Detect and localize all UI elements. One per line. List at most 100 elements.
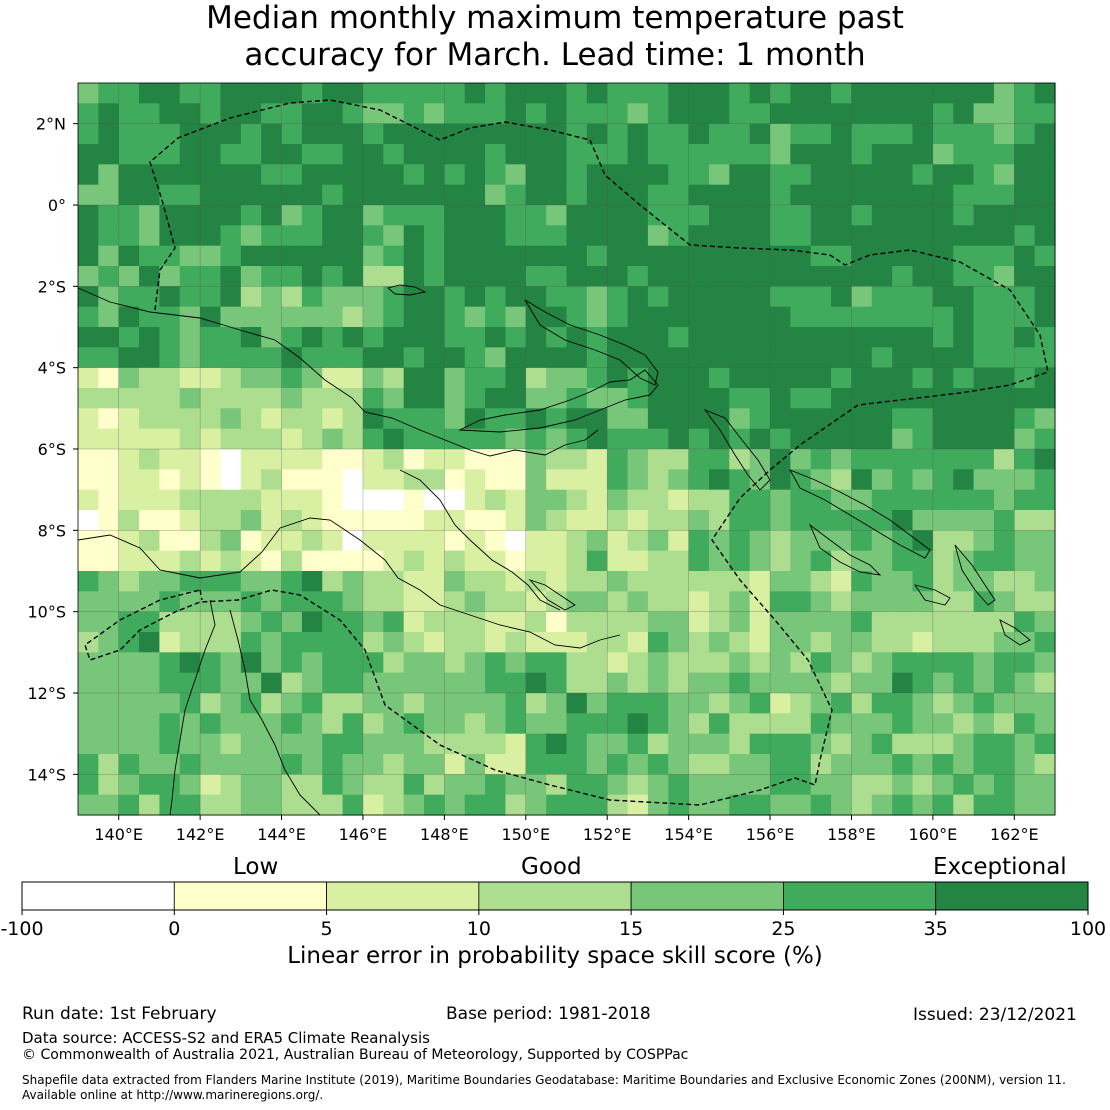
skill-cell — [851, 245, 873, 267]
skill-cell — [261, 266, 283, 287]
skill-cell — [322, 449, 344, 470]
skill-cell — [912, 733, 934, 755]
skill-cell — [586, 571, 608, 592]
skill-cell — [770, 347, 791, 369]
skill-cell — [301, 205, 323, 226]
skill-cell — [139, 693, 161, 714]
skill-cell — [770, 510, 791, 531]
skill-cell — [586, 611, 608, 633]
eez-boundaries — [84, 99, 1049, 806]
skill-cell — [953, 286, 975, 308]
skill-cell — [953, 103, 975, 125]
skill-cell — [566, 164, 588, 186]
skill-cell — [749, 184, 771, 206]
skill-cell — [464, 388, 486, 409]
skill-cell — [261, 184, 283, 206]
skill-cell — [444, 713, 466, 735]
skill-cell — [261, 754, 283, 775]
skill-cell — [240, 83, 262, 104]
skill-cell — [607, 774, 629, 796]
skill-cell — [607, 449, 629, 470]
skill-cell — [403, 652, 425, 674]
skill-cell — [98, 571, 120, 592]
skill-cell — [566, 489, 588, 511]
skill-cell — [444, 693, 466, 714]
skill-cell — [322, 510, 344, 531]
skill-cell — [200, 774, 222, 796]
skill-cell — [342, 794, 364, 816]
skill-cell — [973, 449, 995, 470]
skill-cell — [851, 388, 873, 409]
skill-cell — [932, 184, 954, 206]
skill-cell — [301, 510, 323, 531]
skill-cell — [424, 754, 445, 775]
skill-cell — [159, 367, 181, 389]
skill-cell — [342, 754, 364, 775]
skill-cell — [953, 510, 975, 531]
skill-cell — [281, 428, 303, 450]
skill-cell — [139, 469, 161, 491]
skill-cell — [566, 83, 588, 104]
skill-cell — [627, 591, 649, 613]
skill-cell — [851, 672, 873, 694]
skill-cell — [1014, 530, 1036, 552]
skill-cell — [220, 306, 242, 328]
skill-cell — [301, 408, 323, 430]
skill-cell — [98, 266, 120, 287]
skill-cell — [871, 489, 893, 511]
skill-cell — [281, 205, 303, 226]
skill-cell — [851, 266, 873, 287]
skill-cell — [871, 550, 893, 572]
skill-cell — [729, 530, 751, 552]
skill-cell — [627, 733, 649, 755]
skill-cell — [505, 469, 527, 491]
skill-cell — [953, 591, 975, 613]
skill-cell — [403, 367, 425, 389]
skill-cell — [790, 286, 812, 308]
skill-cell — [810, 286, 832, 308]
skill-cell — [892, 286, 914, 308]
skill-cell — [464, 184, 486, 206]
skill-cell — [424, 510, 445, 531]
colorbar-segment — [173, 881, 327, 911]
skill-cell — [749, 103, 771, 125]
skill-cell — [200, 164, 222, 186]
skill-cell — [505, 774, 527, 796]
skill-cell — [770, 754, 791, 775]
skill-cell — [546, 225, 568, 247]
skill-cell — [159, 489, 181, 511]
skill-cell — [281, 571, 303, 592]
colorbar-outline — [21, 881, 1089, 911]
skill-cell — [240, 672, 262, 694]
skill-cell — [668, 367, 690, 389]
skill-cell — [932, 103, 954, 125]
skill-cell — [383, 693, 405, 714]
skill-cell — [78, 184, 99, 206]
skill-cell — [342, 184, 364, 206]
skill-cell — [220, 550, 242, 572]
skill-cell — [485, 388, 507, 409]
skill-cell — [444, 266, 466, 287]
skill-cell — [708, 164, 730, 186]
skill-cell — [973, 428, 995, 450]
skill-cell — [790, 489, 812, 511]
skill-cell — [261, 672, 283, 694]
skill-cell — [118, 489, 140, 511]
skill-cell — [993, 266, 1015, 287]
skill-cell — [301, 713, 323, 735]
skill-cell — [424, 388, 445, 409]
skill-cell — [362, 428, 384, 450]
skill-cell — [953, 449, 975, 470]
skill-cell — [1014, 591, 1036, 613]
skill-cell — [810, 306, 832, 328]
skill-cell — [505, 164, 527, 186]
skill-cell — [383, 164, 405, 186]
skill-cell — [1034, 754, 1056, 775]
skill-cell — [810, 550, 832, 572]
skill-cell — [322, 428, 344, 450]
skill-cell — [1014, 672, 1036, 694]
skill-cell — [912, 83, 934, 104]
skill-cell — [159, 611, 181, 633]
lat-tick-label: 0° — [48, 196, 66, 215]
skill-cell — [953, 408, 975, 430]
